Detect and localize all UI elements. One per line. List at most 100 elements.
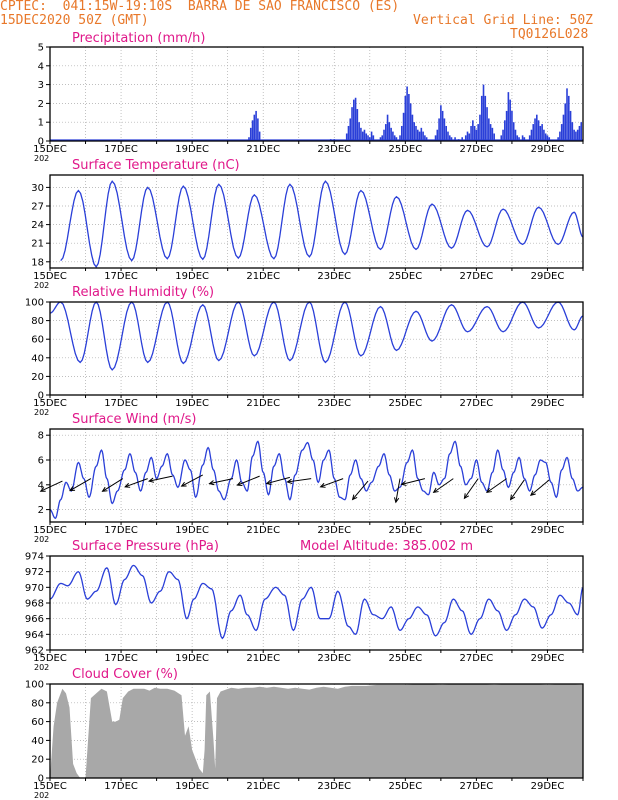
wind-ytick: 4	[38, 480, 44, 491]
wind-arrow-shaft	[287, 478, 312, 483]
temp-xtick: 15DEC	[33, 271, 67, 282]
precip-bar	[454, 137, 456, 141]
precip-bar	[482, 84, 485, 141]
precip-bar	[500, 135, 503, 141]
precip-bar	[477, 124, 479, 141]
wind-arrow-shaft	[352, 480, 369, 500]
precip-bar	[415, 125, 417, 141]
wind-arrow-shaft	[124, 478, 148, 488]
header-model-code: TQ0126L028	[510, 27, 589, 42]
pres-xtick: 27DEC	[460, 653, 494, 664]
precip-bar	[567, 95, 570, 141]
precip-bar	[351, 107, 353, 141]
precip-bar	[395, 137, 398, 141]
rh-xtick: 19DEC	[175, 398, 209, 409]
wind-arrow-head	[69, 486, 76, 492]
cloud-ytick: 20	[31, 755, 44, 766]
precip-ytick: 0	[38, 137, 44, 148]
rh-ytick: 80	[31, 316, 44, 327]
precip-bar	[253, 114, 256, 141]
pres-xsub: 202	[34, 663, 49, 672]
precip-bar	[400, 125, 403, 141]
wind-arrow-head	[124, 482, 131, 488]
rh-xtick: 23DEC	[317, 398, 351, 409]
precip-bar	[536, 114, 538, 141]
precip-bar	[468, 133, 471, 141]
precip-bar	[559, 131, 561, 141]
wind-arrow-shaft	[102, 478, 124, 492]
precip-bar	[473, 125, 476, 141]
temp-ytick: 18	[31, 257, 44, 268]
precip-bar	[516, 135, 519, 141]
pres-xtick: 19DEC	[175, 653, 209, 664]
precip-xtick: 15DEC	[33, 144, 67, 155]
panel-rh	[46, 300, 584, 398]
precip-bar	[466, 131, 469, 141]
rh-xtick: 25DEC	[388, 398, 422, 409]
precip-bar	[408, 94, 410, 141]
precip-bar	[543, 129, 545, 141]
temp-ytick: 30	[31, 183, 44, 194]
rh-title: Relative Humidity (%)	[72, 285, 214, 300]
precip-bar	[461, 137, 463, 141]
wind-arrow-shaft	[395, 478, 401, 503]
temp-xtick: 27DEC	[460, 271, 494, 282]
cloud-xtick: 27DEC	[460, 781, 494, 792]
wind-arrow-head	[529, 490, 536, 497]
cloud-xtick: 19DEC	[175, 781, 209, 792]
header-date: 15DEC2020 50Z (GMT)	[0, 13, 149, 28]
precip-bar	[372, 135, 375, 141]
panel-precip	[46, 46, 584, 144]
precip-bar	[557, 137, 559, 141]
precip-bar	[402, 112, 405, 141]
pres-xtick: 21DEC	[246, 653, 280, 664]
precip-bar	[575, 131, 577, 141]
wind-arrow-head	[265, 479, 272, 485]
precip-bar	[511, 110, 513, 141]
pres-line	[49, 564, 584, 640]
precip-bar	[491, 127, 494, 141]
header-station: CPTEC: 041:15W-19:10S BARRA DE SAO FRANC…	[0, 0, 400, 14]
precip-bar	[443, 118, 446, 141]
precip-bar	[390, 127, 392, 141]
precip-bar	[440, 105, 442, 141]
wind-arrow-head	[393, 497, 400, 504]
pres-ytick: 968	[25, 599, 44, 610]
wind-ytick: 8	[38, 431, 44, 442]
wind-xtick: 15DEC	[33, 525, 67, 536]
rh-xtick: 21DEC	[246, 398, 280, 409]
precip-xtick: 19DEC	[175, 144, 209, 155]
wind-xtick: 17DEC	[104, 525, 138, 536]
precip-bar	[502, 129, 504, 141]
wind-arrow-shaft	[530, 479, 550, 496]
wind-xtick: 29DEC	[531, 525, 565, 536]
precip-bar	[424, 135, 426, 141]
pres-ytick: 964	[25, 630, 44, 641]
precip-bar	[544, 133, 547, 141]
pres-xtick: 17DEC	[104, 653, 138, 664]
precip-bar	[530, 129, 533, 141]
precip-ytick: 4	[38, 61, 44, 72]
wind-arrow-head	[486, 487, 492, 494]
precip-bar	[249, 127, 252, 141]
precip-bar	[472, 120, 474, 141]
precip-bar	[507, 92, 510, 141]
cloud-ytick: 100	[25, 680, 44, 691]
wind-arrow-head	[147, 477, 155, 483]
temp-ytick: 27	[31, 202, 44, 213]
wind-arrow-shaft	[40, 480, 63, 492]
precip-bar	[475, 129, 478, 141]
precip-bar	[399, 135, 401, 141]
temp-xtick: 25DEC	[388, 271, 422, 282]
precip-bar	[509, 99, 511, 141]
wind-arrow-shaft	[320, 478, 344, 488]
cloud-xtick: 17DEC	[104, 781, 138, 792]
precip-bar	[349, 118, 352, 141]
precip-bar	[541, 124, 543, 141]
wind-arrow-head	[351, 494, 358, 501]
precip-bar	[484, 95, 487, 141]
cloud-xtick: 23DEC	[317, 781, 351, 792]
cloud-xsub: 202	[34, 791, 49, 800]
precip-ytick: 5	[38, 43, 44, 54]
wind-ytick: 2	[38, 505, 44, 516]
